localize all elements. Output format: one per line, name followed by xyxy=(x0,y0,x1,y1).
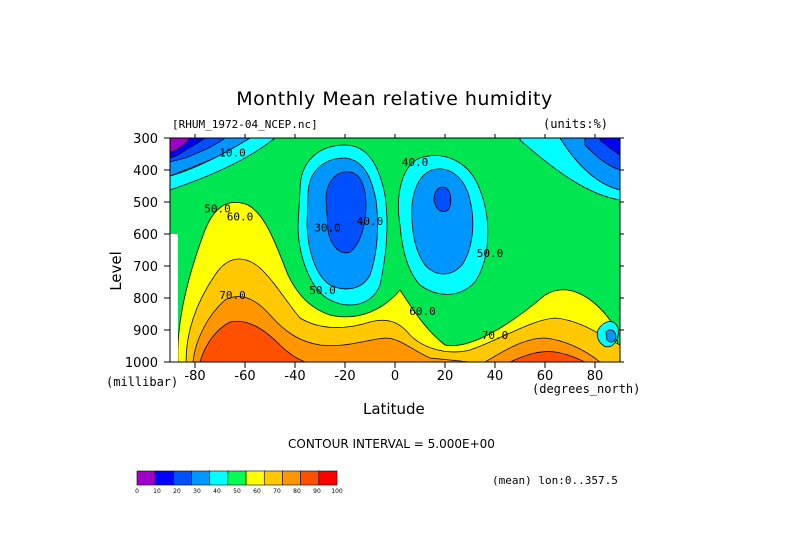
x-tick-label: 60 xyxy=(537,369,554,384)
colorbar-tick-label: 30 xyxy=(193,488,201,495)
y-tick-label: 400 xyxy=(133,164,158,179)
contour-band xyxy=(605,329,617,343)
y-tick-label: 300 xyxy=(133,132,158,147)
colorbar-tick-label: 20 xyxy=(173,488,181,495)
x-tick-label: -60 xyxy=(234,369,255,384)
x-tick-label: 80 xyxy=(587,369,604,384)
x-tick-label: -40 xyxy=(284,369,305,384)
contour-interval-text: CONTOUR INTERVAL = 5.000E+00 xyxy=(288,437,495,451)
colorbar-swatch xyxy=(191,470,211,486)
colorbar-swatch xyxy=(154,470,174,486)
x-tick-label: -80 xyxy=(184,369,205,384)
contour-fills xyxy=(170,138,620,362)
contour-label: 50.0 xyxy=(477,247,504,260)
contour-band xyxy=(433,186,452,212)
colorbar-swatch xyxy=(245,470,265,486)
contour-band xyxy=(325,171,367,254)
contour-label: 70.0 xyxy=(219,289,246,302)
x-tick-label: 20 xyxy=(437,369,454,384)
colorbar-swatch xyxy=(282,470,301,486)
colorbar-swatch xyxy=(318,470,338,486)
x-axis-label: Latitude xyxy=(363,400,425,418)
x-tick-label: -20 xyxy=(334,369,355,384)
colorbar-swatch xyxy=(173,470,192,486)
colorbar-swatch xyxy=(263,470,283,486)
chart-title: Monthly Mean relative humidity xyxy=(236,88,553,110)
contour-band xyxy=(411,168,474,275)
colorbar-swatch xyxy=(209,470,229,486)
y-tick-label: 500 xyxy=(133,196,158,211)
y-tick-label: 1000 xyxy=(125,356,158,371)
contour-label: 60.0 xyxy=(227,210,254,223)
contour-label: 50.0 xyxy=(204,202,231,215)
y-tick-label: 700 xyxy=(133,260,158,275)
colorbar-tick-label: 90 xyxy=(313,488,321,495)
colorbar-swatch xyxy=(227,470,247,486)
colorbar: 0 10 20 30 40 50 60 70 80 90 100 xyxy=(135,470,343,495)
missing-data-region xyxy=(170,234,178,362)
colorbar-tick-label: 10 xyxy=(153,488,161,495)
colorbar-swatch xyxy=(136,470,156,486)
colorbar-tick-label: 50 xyxy=(233,488,241,495)
colorbar-tick-label: 60 xyxy=(253,488,261,495)
colorbar-swatch xyxy=(300,470,320,486)
colorbar-tick-label: 0 xyxy=(135,488,139,495)
contour-label: 60.0 xyxy=(409,305,436,318)
contour-label: 30.0 xyxy=(314,222,341,235)
colorbar-tick-label: 40 xyxy=(213,488,221,495)
x-axis-units: (degrees_north) xyxy=(532,382,641,396)
x-tick-label: 0 xyxy=(391,369,399,384)
colorbar-tick-label: 100 xyxy=(331,488,343,495)
contour-label: 70.0 xyxy=(482,329,509,342)
contour-band xyxy=(519,138,620,201)
axis-ticks: -80 -60 -40 -20 0 20 40 60 80 300 400 500 600 700 800 9… xyxy=(125,132,624,384)
y-tick-label: 800 xyxy=(133,292,158,307)
contour-band xyxy=(509,351,586,362)
contour-label: 40.0 xyxy=(357,215,384,228)
contour-label: 10.0 xyxy=(219,146,246,159)
contour-label: 40.0 xyxy=(402,156,429,169)
y-tick-label: 900 xyxy=(133,324,158,339)
file-label: [RHUM_1972-04_NCEP.nc] xyxy=(172,118,318,131)
colorbar-tick-label: 80 xyxy=(293,488,301,495)
y-tick-label: 600 xyxy=(133,228,158,243)
x-tick-label: 40 xyxy=(487,369,504,384)
y-axis-units: (millibar) xyxy=(106,375,179,389)
colorbar-tick-label: 70 xyxy=(273,488,281,495)
contour-labels: 10.050.060.070.030.0 40.040.050.050.060.0… xyxy=(204,146,508,341)
contour-label: 50.0 xyxy=(309,284,336,297)
units-label: (units:%) xyxy=(543,117,609,131)
mean-longitude-text: (mean) lon:0..357.5 xyxy=(492,474,618,487)
contour-band xyxy=(199,320,306,362)
